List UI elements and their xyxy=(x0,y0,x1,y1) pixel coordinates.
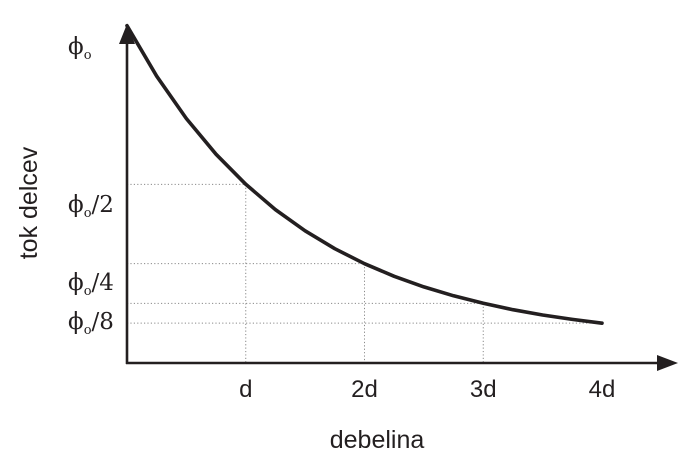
phi-subscript: o xyxy=(84,206,92,221)
phi-symbol: ϕ xyxy=(68,192,84,218)
y-tick-label-half: ϕo/2 xyxy=(68,192,114,221)
phi-subscript: o xyxy=(84,284,92,299)
phi-symbol: ϕ xyxy=(68,34,84,60)
y-tick-label-eighth: ϕo/8 xyxy=(68,309,114,338)
phi-subscript: o xyxy=(84,323,92,338)
y-axis-title: tok delcev xyxy=(15,146,43,259)
y-tick-label-quarter: ϕo/4 xyxy=(68,270,114,299)
decay-curve xyxy=(125,23,604,325)
phi-symbol: ϕ xyxy=(68,309,84,335)
x-axis-arrow-icon xyxy=(657,355,678,371)
x-tick-label-3d: 3d xyxy=(470,376,497,403)
x-tick-label-d: d xyxy=(239,376,252,403)
x-tick-label-4d: 4d xyxy=(589,376,616,403)
axes xyxy=(119,24,678,371)
guide-lines xyxy=(127,183,602,363)
x-axis-title: debelina xyxy=(330,426,425,454)
y-tick-label-phi0: ϕo xyxy=(68,34,92,63)
phi-suffix: /8 xyxy=(92,309,114,335)
x-tick-label-2d: 2d xyxy=(351,376,378,403)
x-tick-labels: d 2d 3d 4d xyxy=(239,376,615,403)
phi-subscript: o xyxy=(84,48,92,63)
phi-symbol: ϕ xyxy=(68,270,84,296)
phi-suffix: /2 xyxy=(92,192,114,218)
y-axis-arrow-icon xyxy=(119,24,135,44)
phi-suffix: /4 xyxy=(92,270,114,296)
